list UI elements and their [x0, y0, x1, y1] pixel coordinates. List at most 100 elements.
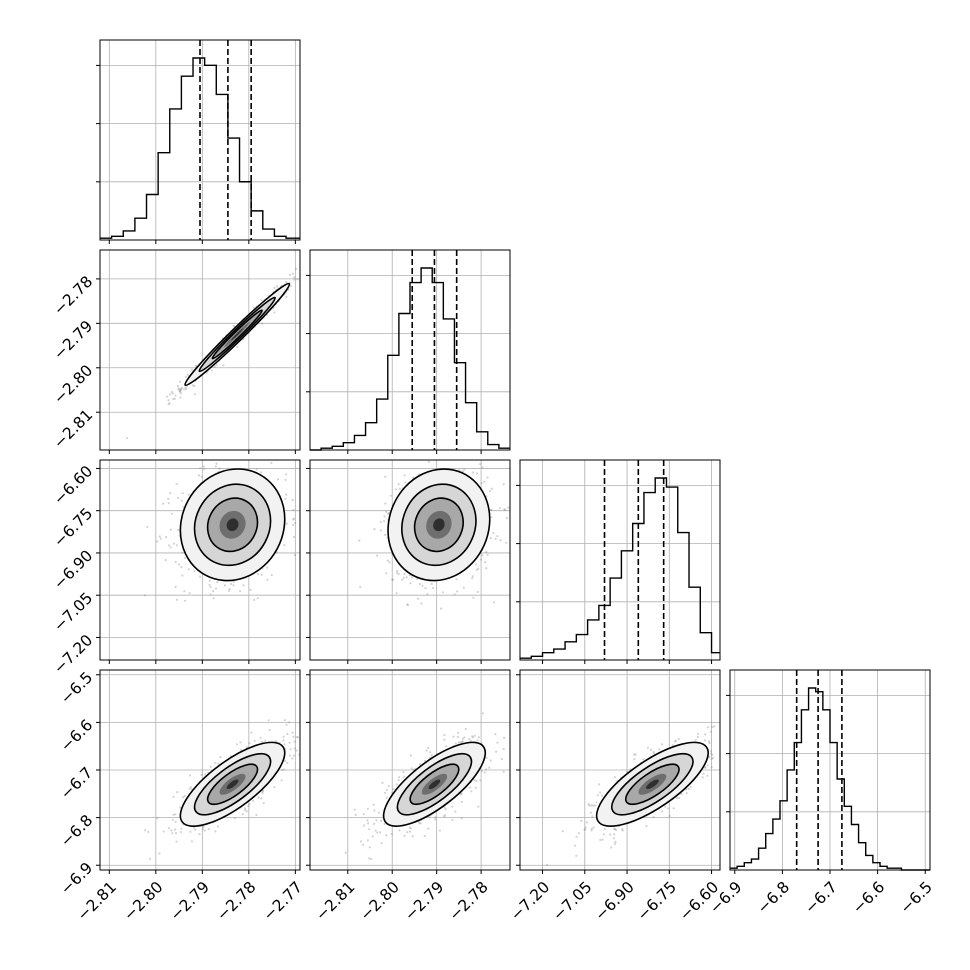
scatter-point: [575, 835, 578, 838]
scatter-point: [283, 743, 286, 746]
scatter-point: [285, 723, 288, 726]
scatter-point: [511, 499, 513, 501]
scatter-point: [212, 597, 215, 600]
scatter-point: [260, 797, 263, 800]
scatter-point: [425, 749, 428, 752]
scatter-point: [181, 796, 185, 799]
scatter-point: [179, 388, 182, 391]
scatter-point: [293, 553, 297, 557]
scatter-point: [239, 748, 243, 752]
scatter-point: [228, 588, 231, 591]
scatter-point: [372, 803, 375, 806]
x-tick-label: −6.6: [849, 878, 888, 917]
scatter-point: [711, 753, 714, 756]
scatter-point: [418, 582, 421, 586]
y-tick-label: −2.79: [50, 317, 96, 363]
scatter-point: [409, 827, 412, 830]
scatter-point: [463, 468, 466, 471]
scatter-point: [384, 475, 387, 478]
scatter-point: [471, 736, 475, 739]
scatter-point: [614, 828, 618, 832]
scatter-point: [438, 829, 441, 832]
scatter-point: [476, 590, 479, 594]
scatter-point: [384, 791, 387, 794]
scatter-point: [173, 397, 176, 400]
scatter-point: [172, 795, 175, 799]
scatter-point: [481, 466, 484, 469]
scatter-point: [703, 739, 707, 742]
scatter-point: [708, 741, 711, 745]
scatter-point: [561, 830, 564, 833]
scatter-point: [600, 794, 604, 797]
scatter-point: [427, 827, 430, 830]
scatter-point: [440, 607, 443, 610]
scatter-point: [460, 792, 463, 795]
scatter-point: [588, 804, 591, 807]
scatter-point: [594, 804, 597, 807]
scatter-point: [426, 593, 429, 596]
scatter-point: [291, 757, 294, 760]
scatter-point: [432, 587, 435, 590]
scatter-point: [403, 572, 406, 576]
scatter-point: [280, 768, 283, 772]
panel-content: [144, 719, 300, 860]
scatter-point: [387, 784, 390, 788]
scatter-point: [284, 497, 287, 500]
scatter-point: [372, 822, 376, 826]
scatter-point: [183, 794, 186, 798]
scatter-point: [293, 278, 296, 281]
scatter-point: [242, 584, 245, 587]
scatter-point: [296, 278, 299, 281]
scatter-point: [303, 269, 305, 271]
scatter-point: [706, 764, 710, 767]
scatter-point: [274, 739, 277, 743]
scatter-point: [391, 578, 395, 581]
scatter-point: [247, 804, 250, 808]
scatter-point: [463, 736, 466, 739]
x-tick-label: −2.81: [312, 878, 358, 924]
scatter-point: [494, 733, 497, 736]
scatter-point: [661, 743, 664, 746]
scatter-point: [371, 835, 374, 838]
scatter-point: [689, 786, 692, 789]
scatter-point: [195, 364, 198, 367]
scatter-point: [180, 499, 183, 502]
scatter-point: [489, 508, 492, 511]
scatter-point: [452, 735, 455, 738]
scatter-point: [295, 267, 298, 270]
scatter-point: [282, 739, 285, 742]
scatter-point: [260, 573, 263, 576]
panel-frame: [519, 459, 721, 661]
y-tick-label: −6.6: [57, 716, 96, 755]
scatter-point: [191, 384, 194, 387]
scatter-point: [614, 827, 617, 831]
scatter-point: [252, 306, 255, 309]
scatter-point: [239, 590, 242, 593]
scatter-point: [188, 592, 191, 595]
scatter-point: [461, 741, 464, 744]
scatter-point: [289, 748, 292, 751]
panel-3-2: [516, 669, 728, 874]
scatter-point: [174, 820, 177, 823]
scatter-point: [471, 577, 474, 580]
scatter-point: [408, 826, 411, 829]
x-tick-label: −6.75: [634, 878, 680, 924]
scatter-point: [726, 761, 728, 763]
scatter-point: [262, 802, 265, 805]
scatter-point: [249, 588, 252, 592]
scatter-point: [462, 586, 465, 589]
scatter-point: [668, 814, 671, 818]
scatter-point: [475, 563, 478, 566]
scatter-point: [202, 465, 205, 468]
scatter-point: [481, 554, 484, 557]
scatter-point: [214, 465, 217, 468]
scatter-point: [652, 750, 655, 754]
scatter-point: [208, 579, 211, 582]
scatter-point: [485, 550, 488, 554]
scatter-point: [614, 840, 617, 844]
scatter-point: [143, 594, 146, 597]
scatter-point: [248, 742, 251, 745]
scatter-point: [283, 719, 286, 722]
scatter-point: [712, 725, 716, 728]
y-tick-label: −2.80: [50, 361, 96, 407]
